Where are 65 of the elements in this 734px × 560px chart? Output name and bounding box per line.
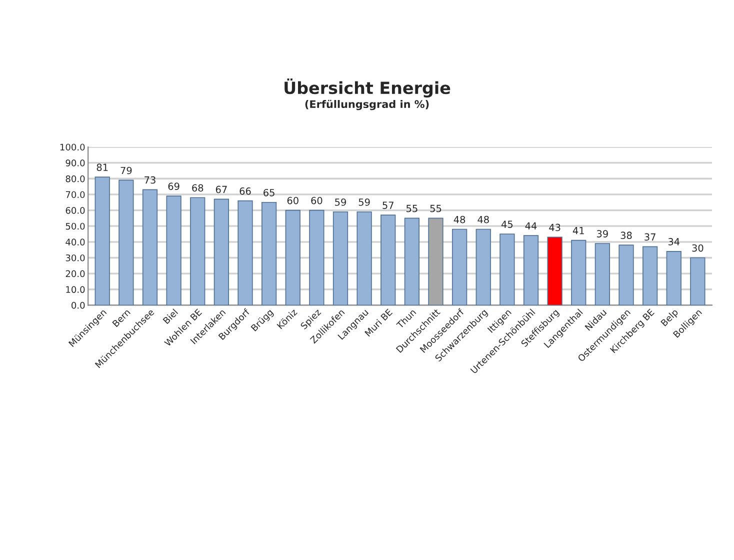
y-tick-label: 100.0 bbox=[60, 144, 85, 151]
bar bbox=[666, 250, 682, 306]
bar bbox=[547, 236, 562, 306]
data-label: 48 bbox=[478, 216, 489, 224]
bar bbox=[142, 189, 158, 306]
data-label: 41 bbox=[572, 227, 584, 234]
data-label: 79 bbox=[120, 166, 132, 174]
data-label: 73 bbox=[144, 176, 156, 184]
bar bbox=[285, 210, 300, 306]
data-label: 60 bbox=[311, 196, 322, 204]
bar bbox=[618, 244, 634, 306]
data-label: 44 bbox=[525, 222, 537, 230]
data-label: 66 bbox=[240, 187, 251, 195]
bar bbox=[238, 200, 253, 306]
data-label: 30 bbox=[692, 244, 704, 252]
y-tick-label: 0.0 bbox=[72, 302, 85, 309]
data-label: 68 bbox=[192, 184, 204, 192]
bar bbox=[261, 202, 277, 306]
y-tick-label: 20.0 bbox=[66, 270, 85, 278]
data-label: 60 bbox=[287, 196, 298, 204]
data-label: 65 bbox=[264, 188, 274, 196]
chart-title: Übersicht Energie bbox=[284, 78, 450, 98]
bar bbox=[404, 218, 420, 306]
data-label: 59 bbox=[358, 198, 370, 206]
y-tick-label: 50.0 bbox=[66, 222, 85, 230]
data-label: 59 bbox=[335, 198, 346, 206]
bar bbox=[571, 240, 586, 306]
bar bbox=[476, 228, 491, 306]
bar bbox=[642, 246, 658, 306]
y-tick-label: 80.0 bbox=[66, 175, 85, 182]
y-tick-label: 70.0 bbox=[66, 191, 85, 198]
data-label: 34 bbox=[668, 238, 680, 246]
bar bbox=[594, 243, 610, 306]
y-tick-label: 40.0 bbox=[66, 238, 85, 246]
data-label: 48 bbox=[454, 216, 466, 224]
data-label: 55 bbox=[430, 204, 442, 212]
bar bbox=[309, 210, 324, 306]
data-label: 39 bbox=[596, 230, 608, 238]
data-label: 81 bbox=[96, 164, 108, 172]
bar bbox=[166, 196, 182, 306]
bar bbox=[356, 211, 372, 306]
y-tick-label: 90.0 bbox=[66, 160, 85, 166]
bar bbox=[500, 234, 515, 306]
bar bbox=[690, 257, 706, 306]
y-tick-label: 10.0 bbox=[66, 286, 85, 293]
bar bbox=[523, 235, 539, 306]
chart-subtitle: (Erfüllungsgrad in %) bbox=[305, 100, 429, 110]
data-label: 55 bbox=[406, 204, 418, 212]
bar bbox=[428, 218, 444, 306]
data-label: 45 bbox=[501, 220, 513, 228]
bar bbox=[380, 214, 396, 306]
y-tick-label: 60.0 bbox=[66, 207, 85, 214]
bar bbox=[118, 180, 134, 306]
y-tick-label: 30.0 bbox=[66, 254, 85, 262]
bar bbox=[452, 228, 468, 306]
bar bbox=[94, 176, 110, 306]
data-label: 38 bbox=[620, 232, 632, 240]
data-label: 43 bbox=[549, 224, 560, 232]
bar bbox=[332, 211, 348, 306]
data-label: 37 bbox=[644, 233, 656, 241]
data-label: 67 bbox=[216, 186, 227, 194]
bar bbox=[190, 197, 206, 306]
bar bbox=[214, 198, 229, 306]
data-label: 69 bbox=[168, 182, 180, 190]
data-label: 57 bbox=[382, 202, 394, 209]
